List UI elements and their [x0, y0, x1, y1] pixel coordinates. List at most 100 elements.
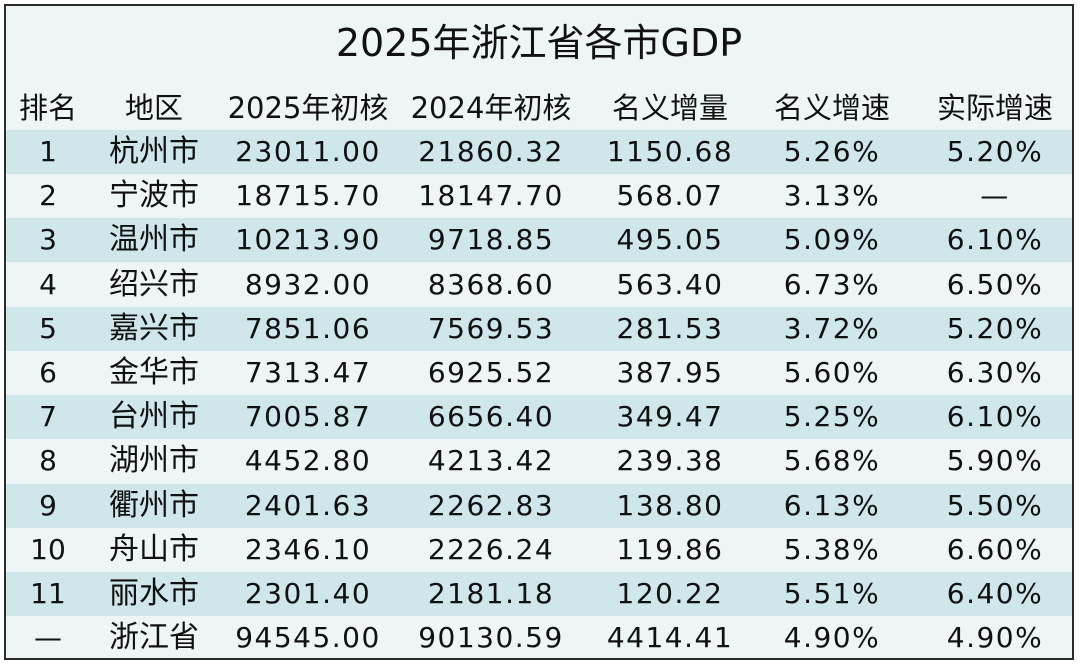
cell-nominal-increase: 568.07 — [616, 179, 724, 213]
cell-rank: 7 — [39, 400, 57, 434]
cell-rank: 5 — [39, 311, 57, 345]
cell-gdp-2024: 2262.83 — [427, 488, 555, 522]
cell-nominal-increase: 4414.41 — [606, 621, 734, 655]
cell-gdp-2025: 23011.00 — [235, 135, 381, 168]
cell-gdp-2025: 2401.63 — [244, 488, 372, 522]
table-row: 11 丽水市 2301.40 2181.18 120.22 5.51% 6.40% — [6, 572, 1072, 616]
cell-area: 台州市 — [109, 399, 199, 435]
table-row: 3 温州市 10213.90 9718.85 495.05 5.09% 6.10% — [6, 218, 1072, 263]
cell-rank: 10 — [30, 532, 66, 566]
cell-real-growth: 5.20% — [946, 135, 1044, 168]
cell-real-growth: — — [980, 179, 1010, 213]
cell-gdp-2025: 8932.00 — [244, 267, 372, 301]
cell-gdp-2024: 18147.70 — [418, 179, 564, 213]
cell-nominal-increase: 119.86 — [616, 532, 724, 566]
header-gdp-2024: 2024年初核 — [410, 91, 572, 125]
cell-rank: 11 — [30, 577, 66, 610]
cell-gdp-2025: 4452.80 — [244, 444, 372, 478]
cell-rank: 9 — [39, 488, 57, 522]
cell-gdp-2024: 90130.59 — [418, 621, 564, 655]
cell-nominal-growth: 5.51% — [783, 577, 881, 610]
cell-nominal-increase: 387.95 — [616, 356, 724, 389]
cell-nominal-increase: 138.80 — [616, 488, 724, 522]
cell-nominal-increase: 495.05 — [616, 223, 724, 257]
cell-area: 湖州市 — [109, 443, 199, 479]
cell-gdp-2024: 8368.60 — [427, 267, 555, 301]
cell-real-growth: 6.40% — [946, 577, 1044, 610]
cell-real-growth: 4.90% — [946, 621, 1044, 655]
cell-real-growth: 6.10% — [946, 400, 1044, 434]
cell-area: 嘉兴市 — [109, 310, 199, 346]
cell-nominal-growth: 5.09% — [783, 223, 881, 257]
table-row: 5 嘉兴市 7851.06 7569.53 281.53 3.72% 5.20% — [6, 306, 1072, 351]
table-row: 9 衢州市 2401.63 2262.83 138.80 6.13% 5.50% — [6, 483, 1072, 528]
cell-gdp-2025: 7313.47 — [244, 356, 372, 389]
cell-rank: 3 — [39, 223, 57, 257]
header-rank: 排名 — [18, 91, 77, 125]
cell-nominal-growth: 6.73% — [783, 267, 881, 301]
cell-nominal-increase: 239.38 — [616, 444, 724, 478]
cell-gdp-2024: 7569.53 — [427, 311, 555, 345]
table-row: 10 舟山市 2346.10 2226.24 119.86 5.38% 6.60% — [6, 528, 1072, 572]
cell-gdp-2025: 7851.06 — [244, 311, 372, 345]
cell-gdp-2025: 2346.10 — [244, 532, 372, 566]
cell-nominal-increase: 1150.68 — [606, 135, 734, 168]
cell-area: 丽水市 — [109, 576, 199, 611]
gdp-table: 2025年浙江省各市GDP 排名 地区 2025年初核 2024年初核 名义增量… — [4, 4, 1074, 660]
cell-rank: 4 — [39, 267, 57, 301]
cell-rank: — — [34, 621, 62, 655]
cell-nominal-growth: 3.13% — [783, 179, 881, 213]
cell-nominal-growth: 5.26% — [783, 135, 881, 168]
cell-gdp-2024: 21860.32 — [418, 135, 564, 168]
header-area: 地区 — [124, 91, 183, 125]
cell-nominal-growth: 5.25% — [783, 400, 881, 434]
header-gdp-2025: 2025年初核 — [227, 91, 389, 125]
cell-real-growth: 6.50% — [946, 267, 1044, 301]
cell-gdp-2024: 4213.42 — [427, 444, 555, 478]
cell-area: 衢州市 — [109, 487, 199, 523]
cell-area: 舟山市 — [109, 531, 199, 567]
table-row: 7 台州市 7005.87 6656.40 349.47 5.25% 6.10% — [6, 395, 1072, 440]
cell-nominal-growth: 6.13% — [783, 488, 881, 522]
cell-nominal-growth: 3.72% — [783, 311, 881, 345]
cell-area: 宁波市 — [109, 178, 199, 214]
cell-real-growth: 6.10% — [946, 223, 1044, 257]
cell-rank: 2 — [39, 179, 57, 213]
table-row: 1 杭州市 23011.00 21860.32 1150.68 5.26% 5.20% — [6, 130, 1072, 174]
cell-real-growth: 6.30% — [946, 356, 1044, 389]
cell-gdp-2025: 2301.40 — [244, 577, 372, 610]
header-nominal-increase: 名义增量 — [611, 91, 728, 125]
cell-nominal-growth: 5.60% — [783, 356, 881, 389]
cell-rank: 1 — [39, 135, 57, 168]
cell-gdp-2025: 10213.90 — [235, 223, 381, 257]
cell-gdp-2024: 6656.40 — [427, 400, 555, 434]
cell-nominal-increase: 563.40 — [616, 267, 724, 301]
table-row: 8 湖州市 4452.80 4213.42 239.38 5.68% 5.90% — [6, 439, 1072, 483]
cell-area: 绍兴市 — [109, 266, 199, 302]
cell-real-growth: 5.90% — [946, 444, 1044, 478]
cell-gdp-2024: 2181.18 — [427, 577, 555, 610]
cell-area: 温州市 — [109, 222, 199, 258]
cell-gdp-2025: 7005.87 — [244, 400, 372, 434]
cell-area: 金华市 — [109, 355, 199, 390]
cell-nominal-increase: 281.53 — [616, 311, 724, 345]
table-row: 2 宁波市 18715.70 18147.70 568.07 3.13% — — [6, 174, 1072, 218]
cell-nominal-growth: 5.68% — [783, 444, 881, 478]
cell-rank: 6 — [39, 356, 57, 389]
cell-gdp-2025: 18715.70 — [235, 179, 381, 213]
cell-real-growth: 5.20% — [946, 311, 1044, 345]
table-row: 4 绍兴市 8932.00 8368.60 563.40 6.73% 6.50% — [6, 263, 1072, 307]
cell-area: 浙江省 — [109, 620, 199, 656]
cell-rank: 8 — [39, 444, 57, 478]
table-row: — 浙江省 94545.00 90130.59 4414.41 4.90% 4.90% — [6, 616, 1072, 658]
header-real-growth: 实际增速 — [936, 91, 1053, 125]
cell-real-growth: 6.60% — [946, 532, 1044, 566]
cell-gdp-2024: 6925.52 — [427, 356, 555, 389]
cell-gdp-2024: 2226.24 — [427, 532, 555, 566]
cell-gdp-2024: 9718.85 — [427, 223, 555, 257]
table-header: 排名 地区 2025年初核 2024年初核 名义增量 名义增速 实际增速 — [6, 86, 1072, 130]
cell-gdp-2025: 94545.00 — [235, 621, 381, 655]
cell-area: 杭州市 — [109, 134, 199, 169]
cell-real-growth: 5.50% — [946, 488, 1044, 522]
cell-nominal-growth: 4.90% — [783, 621, 881, 655]
